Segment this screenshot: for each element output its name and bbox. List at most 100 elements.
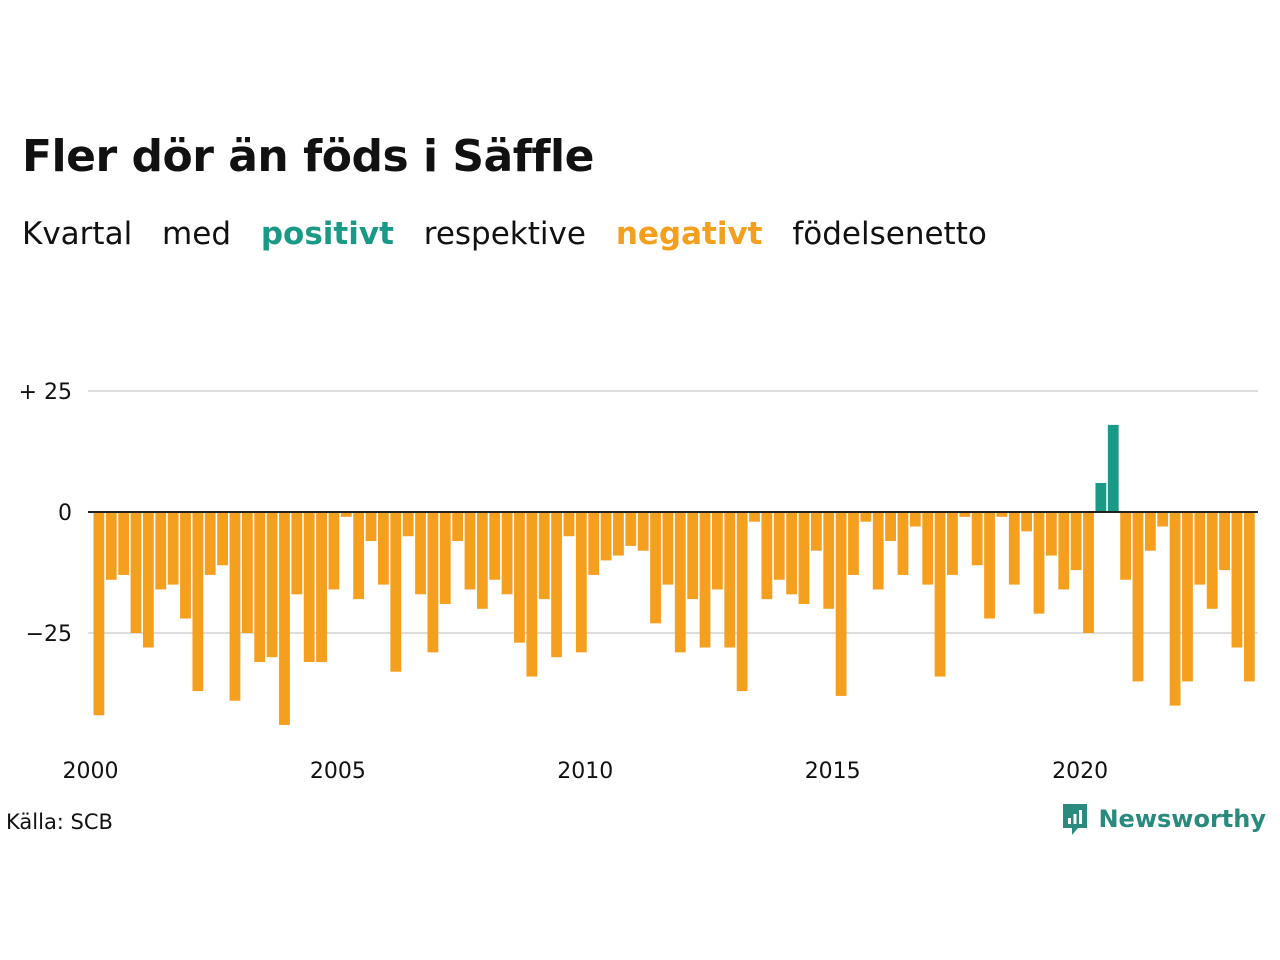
- bar: [1182, 512, 1193, 682]
- bar: [872, 512, 884, 590]
- bar: [353, 512, 365, 600]
- bar: [340, 512, 352, 517]
- bar: [637, 512, 649, 551]
- bar: [390, 512, 402, 672]
- bar: [1070, 512, 1082, 571]
- bar: [1157, 512, 1169, 527]
- y-tick-label: −25: [26, 622, 72, 647]
- bar: [662, 512, 674, 585]
- bar-chart: + 25 0 −25 2000 2005 2010 2015 2020: [19, 380, 1258, 784]
- bar: [538, 512, 550, 600]
- bar: [464, 512, 476, 590]
- bar: [501, 512, 513, 595]
- bar: [1169, 512, 1181, 706]
- bar: [563, 512, 575, 537]
- bar: [749, 512, 760, 522]
- bar: [1206, 512, 1218, 609]
- bar: [1095, 482, 1107, 512]
- bar: [402, 512, 414, 537]
- bar: [217, 512, 228, 566]
- x-tick-label: 2005: [310, 759, 366, 784]
- y-tick-label: + 25: [19, 380, 72, 405]
- bar: [489, 512, 501, 580]
- bar: [1132, 512, 1144, 682]
- bar: [761, 512, 773, 600]
- bar: [514, 512, 525, 643]
- bar: [996, 512, 1008, 517]
- x-tick-label: 2015: [805, 759, 861, 784]
- bar: [712, 512, 723, 590]
- bar: [204, 512, 216, 575]
- x-tick-label: 2000: [63, 759, 119, 784]
- bar: [687, 512, 699, 600]
- bar: [1144, 512, 1156, 551]
- bar: [155, 512, 167, 590]
- bar: [909, 512, 921, 527]
- bar: [526, 512, 538, 677]
- bar: [848, 512, 859, 575]
- bar: [427, 512, 439, 653]
- bar: [959, 512, 971, 517]
- bar: [835, 512, 847, 696]
- bar: [773, 512, 785, 580]
- bar: [130, 512, 142, 633]
- bar: [588, 512, 600, 575]
- bar: [897, 512, 909, 575]
- bar: [365, 512, 377, 542]
- bar: [1231, 512, 1243, 648]
- subtitle-word: med: [162, 216, 231, 252]
- bar: [1107, 424, 1119, 512]
- subtitle-word: födelsenetto: [792, 216, 987, 252]
- bar: [984, 512, 995, 619]
- bar: [922, 512, 934, 585]
- bar: [279, 512, 290, 725]
- subtitle-word: Kvartal: [22, 216, 133, 252]
- bar: [439, 512, 451, 604]
- bar: [254, 512, 266, 663]
- bar: [241, 512, 253, 633]
- bar: [1033, 512, 1045, 614]
- subtitle-word: respektive: [423, 216, 586, 252]
- bar: [625, 512, 637, 546]
- bar: [93, 512, 105, 716]
- bar: [810, 512, 822, 551]
- newsworthy-logo: Newsworthy: [1060, 802, 1266, 836]
- bar: [860, 512, 872, 522]
- newsworthy-logo-icon: [1063, 804, 1088, 835]
- bar: [328, 512, 340, 590]
- brand-name: Newsworthy: [1098, 805, 1266, 833]
- bar: [724, 512, 736, 648]
- bar: [142, 512, 154, 648]
- bar: [786, 512, 798, 595]
- bar: [1083, 512, 1094, 633]
- bar: [947, 512, 958, 575]
- bar: [303, 512, 315, 663]
- bar: [1058, 512, 1070, 590]
- subtitle-positive-label: positivt: [260, 216, 394, 252]
- bar: [291, 512, 303, 595]
- bar: [885, 512, 896, 542]
- y-tick-label: 0: [58, 501, 72, 526]
- x-tick-label: 2010: [557, 759, 613, 784]
- bar: [180, 512, 191, 619]
- bar: [167, 512, 179, 585]
- bar: [192, 512, 204, 692]
- bar: [575, 512, 587, 653]
- bar: [613, 512, 624, 556]
- bar: [266, 512, 278, 658]
- bar: [476, 512, 488, 609]
- bar: [1120, 512, 1132, 580]
- bar: [229, 512, 241, 701]
- bar: [452, 512, 464, 542]
- bar: [674, 512, 686, 653]
- bar: [316, 512, 327, 663]
- bar: [378, 512, 389, 585]
- subtitle-negative-label: negativt: [615, 216, 763, 252]
- bar: [600, 512, 612, 561]
- source-note: Källa: SCB: [6, 810, 113, 834]
- bar: [971, 512, 983, 566]
- bar: [105, 512, 117, 580]
- bar: [415, 512, 426, 595]
- bar: [1194, 512, 1206, 585]
- bar: [823, 512, 835, 609]
